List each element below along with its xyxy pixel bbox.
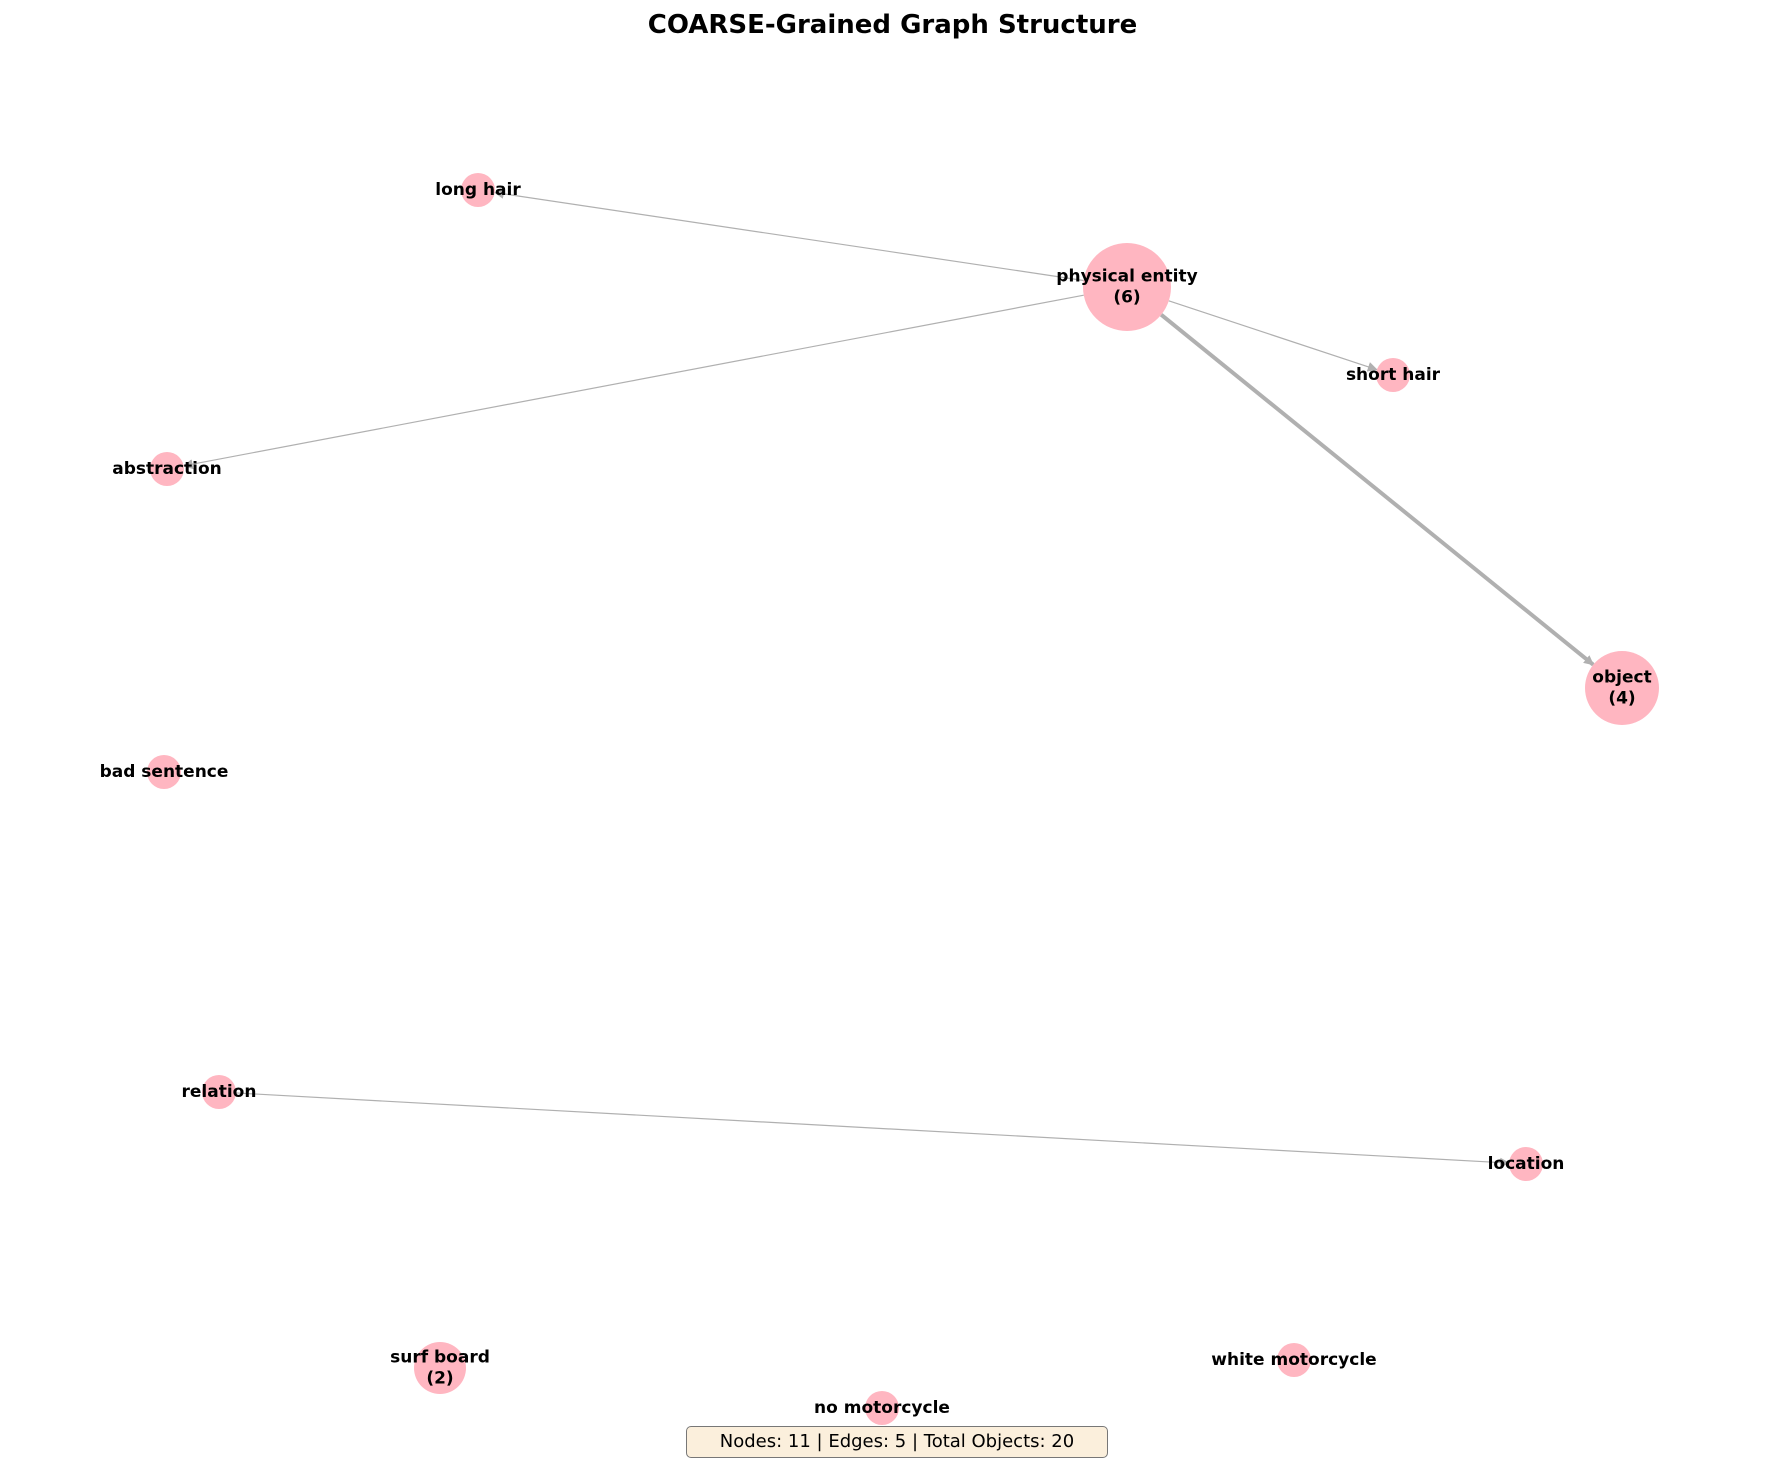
node-circle-object [1585,651,1659,725]
node-relation: relation [182,1075,257,1109]
edges-layer [182,188,1595,1168]
node-location: location [1488,1147,1565,1181]
node-bad_sentence: bad sentence [100,755,229,789]
node-circle-surf_board [414,1342,466,1394]
node-circle-white_motorcycle [1277,1343,1311,1377]
stats-box: Nodes: 11 | Edges: 5 | Total Objects: 20 [686,1426,1108,1458]
nodes-layer: physical entity(6) long hair short hair abs… [100,173,1659,1425]
edge-physical_entity-to-short_hair [1168,300,1378,372]
node-long_hair: long hair [435,173,521,207]
node-circle-physical_entity [1083,243,1171,331]
node-no_motorcycle: no motorcycle [814,1391,950,1425]
node-circle-no_motorcycle [865,1391,899,1425]
node-label-long_hair: long hair [435,180,521,200]
edge-relation-to-location [235,1092,1511,1168]
node-label-physical_entity: physical entity [1056,267,1197,287]
node-short_hair: short hair [1346,358,1441,392]
node-label-object-count: (4) [1608,689,1635,709]
chart-title: COARSE-Grained Graph Structure [647,10,1138,40]
node-circle-bad_sentence [147,755,181,789]
node-circle-long_hair [461,173,495,207]
node-surf_board: surf board(2) [390,1342,490,1394]
edge-physical_entity-to-object [1159,313,1595,667]
node-label-abstraction: abstraction [112,459,222,479]
node-label-surf_board: surf board [390,1348,490,1368]
node-label-physical_entity-count: (6) [1113,288,1140,308]
node-label-surf_board-count: (2) [426,1369,453,1389]
node-label-no_motorcycle: no motorcycle [814,1398,950,1418]
node-object: object(4) [1585,651,1659,725]
node-label-short_hair: short hair [1346,365,1441,385]
node-circle-relation [202,1075,236,1109]
edge-physical_entity-to-long_hair [493,188,1084,282]
node-abstraction: abstraction [112,452,222,486]
node-physical_entity: physical entity(6) [1056,243,1198,331]
node-circle-short_hair [1376,358,1410,392]
node-circle-location [1509,1147,1543,1181]
edge-physical_entity-to-abstraction [182,294,1084,470]
node-circle-abstraction [150,452,184,486]
node-label-relation: relation [182,1082,257,1102]
node-label-white_motorcycle: white motorcycle [1211,1350,1376,1370]
node-label-object: object [1592,668,1651,688]
node-label-bad_sentence: bad sentence [100,762,229,782]
node-white_motorcycle: white motorcycle [1211,1343,1377,1377]
node-label-location: location [1488,1154,1565,1174]
